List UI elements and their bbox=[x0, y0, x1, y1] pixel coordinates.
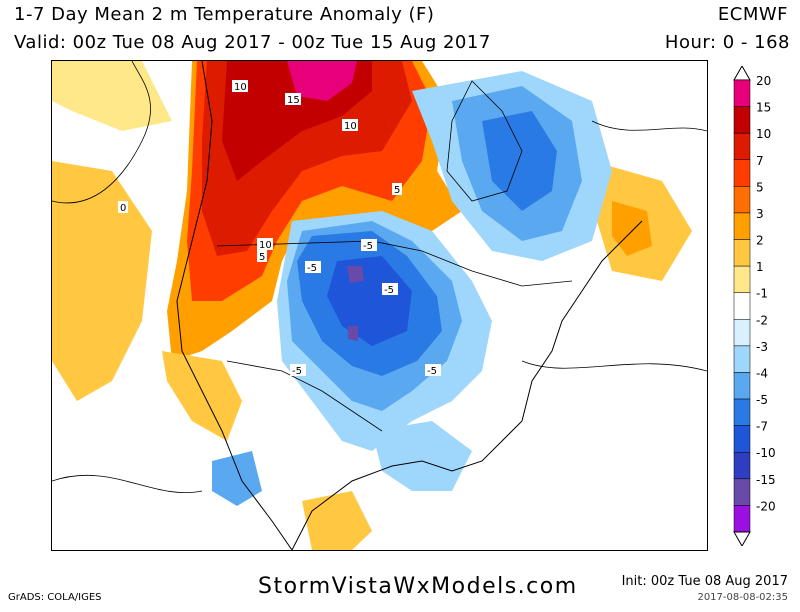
warm-patch-south bbox=[302, 491, 372, 550]
map-title: 1-7 Day Mean 2 m Temperature Anomaly (F) bbox=[14, 4, 435, 25]
contour-label: -5 bbox=[361, 239, 377, 252]
scale-swatch bbox=[733, 265, 751, 293]
warm-patch-pacific-nw bbox=[52, 61, 172, 131]
us-mexico-border bbox=[226, 360, 383, 432]
scale-label: -3 bbox=[756, 340, 768, 354]
scale-label: -2 bbox=[756, 313, 768, 327]
scale-swatch bbox=[733, 132, 751, 161]
cool-anomaly-peak-2 bbox=[348, 326, 358, 341]
scale-swatch bbox=[733, 159, 751, 187]
cool-patch-mexico bbox=[212, 451, 262, 506]
scale-swatch bbox=[733, 398, 751, 426]
color-scale-legend: 20 15 10 7 5 3 2 1 -1 -2 -3 -4 -5 -7 -10 -15 -20 bbox=[728, 64, 798, 548]
scale-label: 15 bbox=[756, 101, 771, 115]
svg-text:15: 15 bbox=[287, 95, 300, 106]
svg-text:-5: -5 bbox=[363, 241, 373, 252]
coastline-east bbox=[521, 220, 643, 422]
scale-swatch bbox=[733, 372, 751, 400]
contour-label: 5 bbox=[257, 250, 267, 263]
svg-text:-5: -5 bbox=[384, 285, 394, 296]
init-time: Init: 00z Tue 08 Aug 2017 bbox=[621, 574, 788, 589]
svg-text:10: 10 bbox=[234, 82, 247, 93]
scale-label: -4 bbox=[756, 366, 768, 380]
model-name: ECMWF bbox=[717, 4, 788, 25]
svg-text:-5: -5 bbox=[427, 366, 437, 377]
scale-swatch bbox=[733, 451, 751, 480]
scale-arrow-down bbox=[733, 531, 751, 548]
scale-label: -10 bbox=[756, 446, 776, 460]
scale-swatch bbox=[733, 478, 751, 506]
scale-arrow-up bbox=[733, 64, 751, 81]
svg-text:-5: -5 bbox=[307, 263, 317, 274]
valid-period: Valid: 00z Tue 08 Aug 2017 - 00z Tue 15 … bbox=[14, 32, 491, 53]
scale-label: 10 bbox=[756, 127, 771, 141]
scale-label: 2 bbox=[756, 234, 764, 248]
anomaly-map: 10 15 10 5 10 5 -5 -5 -5 -5 -5 0 bbox=[51, 60, 708, 551]
svg-text:0: 0 bbox=[120, 203, 126, 214]
zero-contour-1 bbox=[52, 61, 151, 204]
scale-label: -15 bbox=[756, 473, 776, 487]
scale-label: -1 bbox=[756, 287, 768, 301]
warm-anomaly-peak bbox=[287, 61, 357, 101]
hudson-bay-coast bbox=[446, 80, 523, 202]
warm-patch-pacific-sw bbox=[52, 161, 152, 401]
scale-swatch bbox=[733, 106, 751, 134]
contour-label: 10 bbox=[232, 80, 248, 93]
scale-swatch bbox=[733, 79, 751, 107]
render-timestamp: 2017-08-08-02:35 bbox=[697, 592, 788, 603]
zero-contour-2 bbox=[591, 120, 707, 132]
scale-swatch bbox=[733, 239, 751, 267]
scale-label: -5 bbox=[756, 393, 768, 407]
cool-anomaly-core bbox=[327, 256, 412, 346]
us-canada-border bbox=[216, 240, 573, 287]
scale-label: 3 bbox=[756, 207, 764, 221]
svg-text:5: 5 bbox=[394, 185, 400, 196]
scale-swatch bbox=[733, 425, 751, 453]
cool-anomaly-northeast-core bbox=[482, 111, 557, 211]
cool-anomaly-peak bbox=[347, 266, 364, 283]
scale-label: 7 bbox=[756, 154, 764, 168]
scale-label: -20 bbox=[756, 499, 776, 513]
contour-label: 15 bbox=[285, 93, 301, 106]
website-credit: StormVistaWxModels.com bbox=[258, 574, 578, 599]
scale-swatch bbox=[733, 292, 751, 320]
zero-contour-3 bbox=[52, 474, 203, 493]
contour-label: 10 bbox=[257, 238, 273, 251]
scale-swatch bbox=[733, 212, 751, 240]
scale-swatch bbox=[733, 345, 751, 373]
zero-contour-4 bbox=[521, 360, 707, 372]
contour-label: -5 bbox=[305, 261, 321, 274]
svg-text:10: 10 bbox=[259, 240, 272, 251]
software-credit: GrADS: COLA/IGES bbox=[8, 592, 102, 603]
contour-label: 0 bbox=[118, 201, 128, 214]
warm-patch-mexico bbox=[162, 351, 242, 441]
contour-label: 10 bbox=[342, 119, 358, 132]
scale-swatch bbox=[733, 186, 751, 214]
warm-patch-atlantic-core bbox=[612, 201, 652, 256]
contour-label: -5 bbox=[425, 364, 441, 377]
svg-text:5: 5 bbox=[259, 252, 265, 263]
scale-label: 5 bbox=[756, 180, 764, 194]
forecast-hour-range: Hour: 0 - 168 bbox=[664, 32, 790, 53]
scale-label: -7 bbox=[756, 420, 768, 434]
svg-text:-5: -5 bbox=[292, 366, 302, 377]
scale-swatch bbox=[733, 505, 751, 533]
contour-label: -5 bbox=[382, 283, 398, 296]
scale-swatch bbox=[733, 319, 751, 347]
contour-label: 5 bbox=[392, 183, 402, 196]
coastline-gulf bbox=[291, 420, 523, 550]
svg-text:10: 10 bbox=[344, 121, 357, 132]
contour-label: -5 bbox=[290, 364, 306, 377]
cool-patch-gulf bbox=[372, 421, 472, 491]
scale-label: 20 bbox=[756, 74, 771, 88]
scale-label: 1 bbox=[756, 260, 764, 274]
coastline-west bbox=[176, 61, 293, 550]
